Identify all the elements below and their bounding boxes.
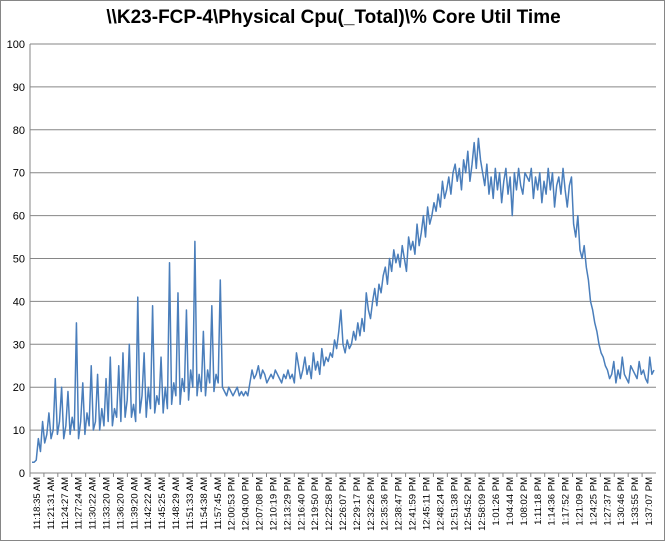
x-tick-label-5: 11:33:20 AM (102, 477, 113, 530)
x-tick-label-39: 1:21:09 PM (574, 477, 585, 526)
y-tick-label-70: 70 (13, 168, 25, 180)
x-tick-label-25: 12:35:36 PM (380, 477, 391, 531)
x-tick-label-12: 11:54:38 AM (199, 477, 210, 530)
x-tick-label-16: 12:07:08 PM (255, 477, 266, 531)
x-tick-label-21: 12:22:58 PM (324, 477, 335, 531)
x-tick-label-17: 12:10:19 PM (268, 477, 279, 531)
x-tick-label-3: 11:27:24 AM (74, 477, 85, 530)
x-tick-label-36: 1:11:18 PM (533, 477, 544, 525)
x-tick-label-4: 11:30:22 AM (88, 477, 99, 530)
y-tick-label-60: 60 (13, 211, 25, 223)
y-tick-label-0: 0 (19, 468, 25, 480)
y-tick-label-30: 30 (13, 339, 25, 351)
x-tick-label-15: 12:04:00 PM (241, 477, 252, 531)
x-tick-label-29: 12:48:24 PM (435, 477, 446, 531)
x-tick-label-20: 12:19:50 PM (310, 477, 321, 531)
x-tick-label-18: 12:13:29 PM (282, 477, 293, 531)
x-tick-label-34: 1:04:44 PM (505, 477, 516, 526)
x-tick-label-37: 1:14:36 PM (547, 477, 558, 526)
y-tick-label-100: 100 (7, 39, 25, 51)
y-tick-label-90: 90 (13, 82, 25, 94)
x-tick-label-19: 12:16:40 PM (296, 477, 307, 531)
series-line-0 (32, 137, 655, 464)
x-tick-label-11: 11:51:33 AM (185, 477, 196, 530)
y-tick-label-20: 20 (13, 382, 25, 394)
x-tick-label-35: 1:08:02 PM (519, 477, 530, 526)
y-tick-label-80: 80 (13, 125, 25, 137)
series-layer (32, 137, 655, 464)
grid-lines (30, 43, 656, 474)
x-tick-label-41: 1:27:37 PM (602, 477, 613, 526)
x-tick-label-33: 1:01:26 PM (491, 477, 502, 526)
x-tick-label-7: 11:39:20 AM (129, 477, 140, 530)
y-tick-label-40: 40 (13, 296, 25, 308)
x-tick-label-14: 12:00:53 PM (227, 477, 238, 531)
x-tick-label-28: 12:45:11 PM (421, 477, 432, 530)
x-tick-label-13: 11:57:45 AM (213, 477, 224, 530)
x-tick-label-22: 12:26:07 PM (338, 477, 349, 531)
x-tick-label-38: 1:17:52 PM (561, 477, 572, 526)
y-tick-label-10: 10 (13, 425, 25, 437)
x-tick-label-0: 11:18:35 AM (32, 477, 43, 530)
x-tick-label-8: 11:42:22 AM (143, 477, 154, 530)
y-tick-label-50: 50 (13, 254, 25, 266)
x-tick-label-10: 11:48:29 AM (171, 477, 182, 530)
x-tick-label-31: 12:54:52 PM (463, 477, 474, 531)
x-tick-label-24: 12:32:26 PM (366, 477, 377, 531)
x-tick-label-23: 12:29:17 PM (352, 477, 363, 531)
x-tick-label-44: 1:37:07 PM (644, 477, 655, 526)
x-tick-label-43: 1:33:55 PM (630, 477, 641, 526)
x-tick-label-40: 1:24:25 PM (588, 477, 599, 526)
x-tick-label-42: 1:30:46 PM (616, 477, 627, 526)
x-tick-label-27: 12:41:59 PM (408, 477, 419, 531)
x-tick-label-1: 11:21:31 AM (46, 477, 57, 530)
y-axis: 0 10 20 30 40 50 60 70 80 90 100 (7, 39, 31, 480)
x-tick-label-2: 11:24:27 AM (60, 477, 71, 530)
x-tick-label-6: 11:36:20 AM (115, 477, 126, 530)
x-tick-label-9: 11:45:25 AM (157, 477, 168, 530)
x-tick-label-30: 12:51:38 PM (449, 477, 460, 531)
x-axis: 11:18:35 AM 11:21:31 AM 11:24:27 AM 11:27:2… (29, 472, 656, 531)
x-tick-label-32: 12:58:09 PM (477, 477, 488, 531)
x-tick-label-26: 12:38:47 PM (394, 477, 405, 531)
chart-title: \\K23-FCP-4\Physical Cpu(_Total)\% Core … (106, 7, 561, 28)
